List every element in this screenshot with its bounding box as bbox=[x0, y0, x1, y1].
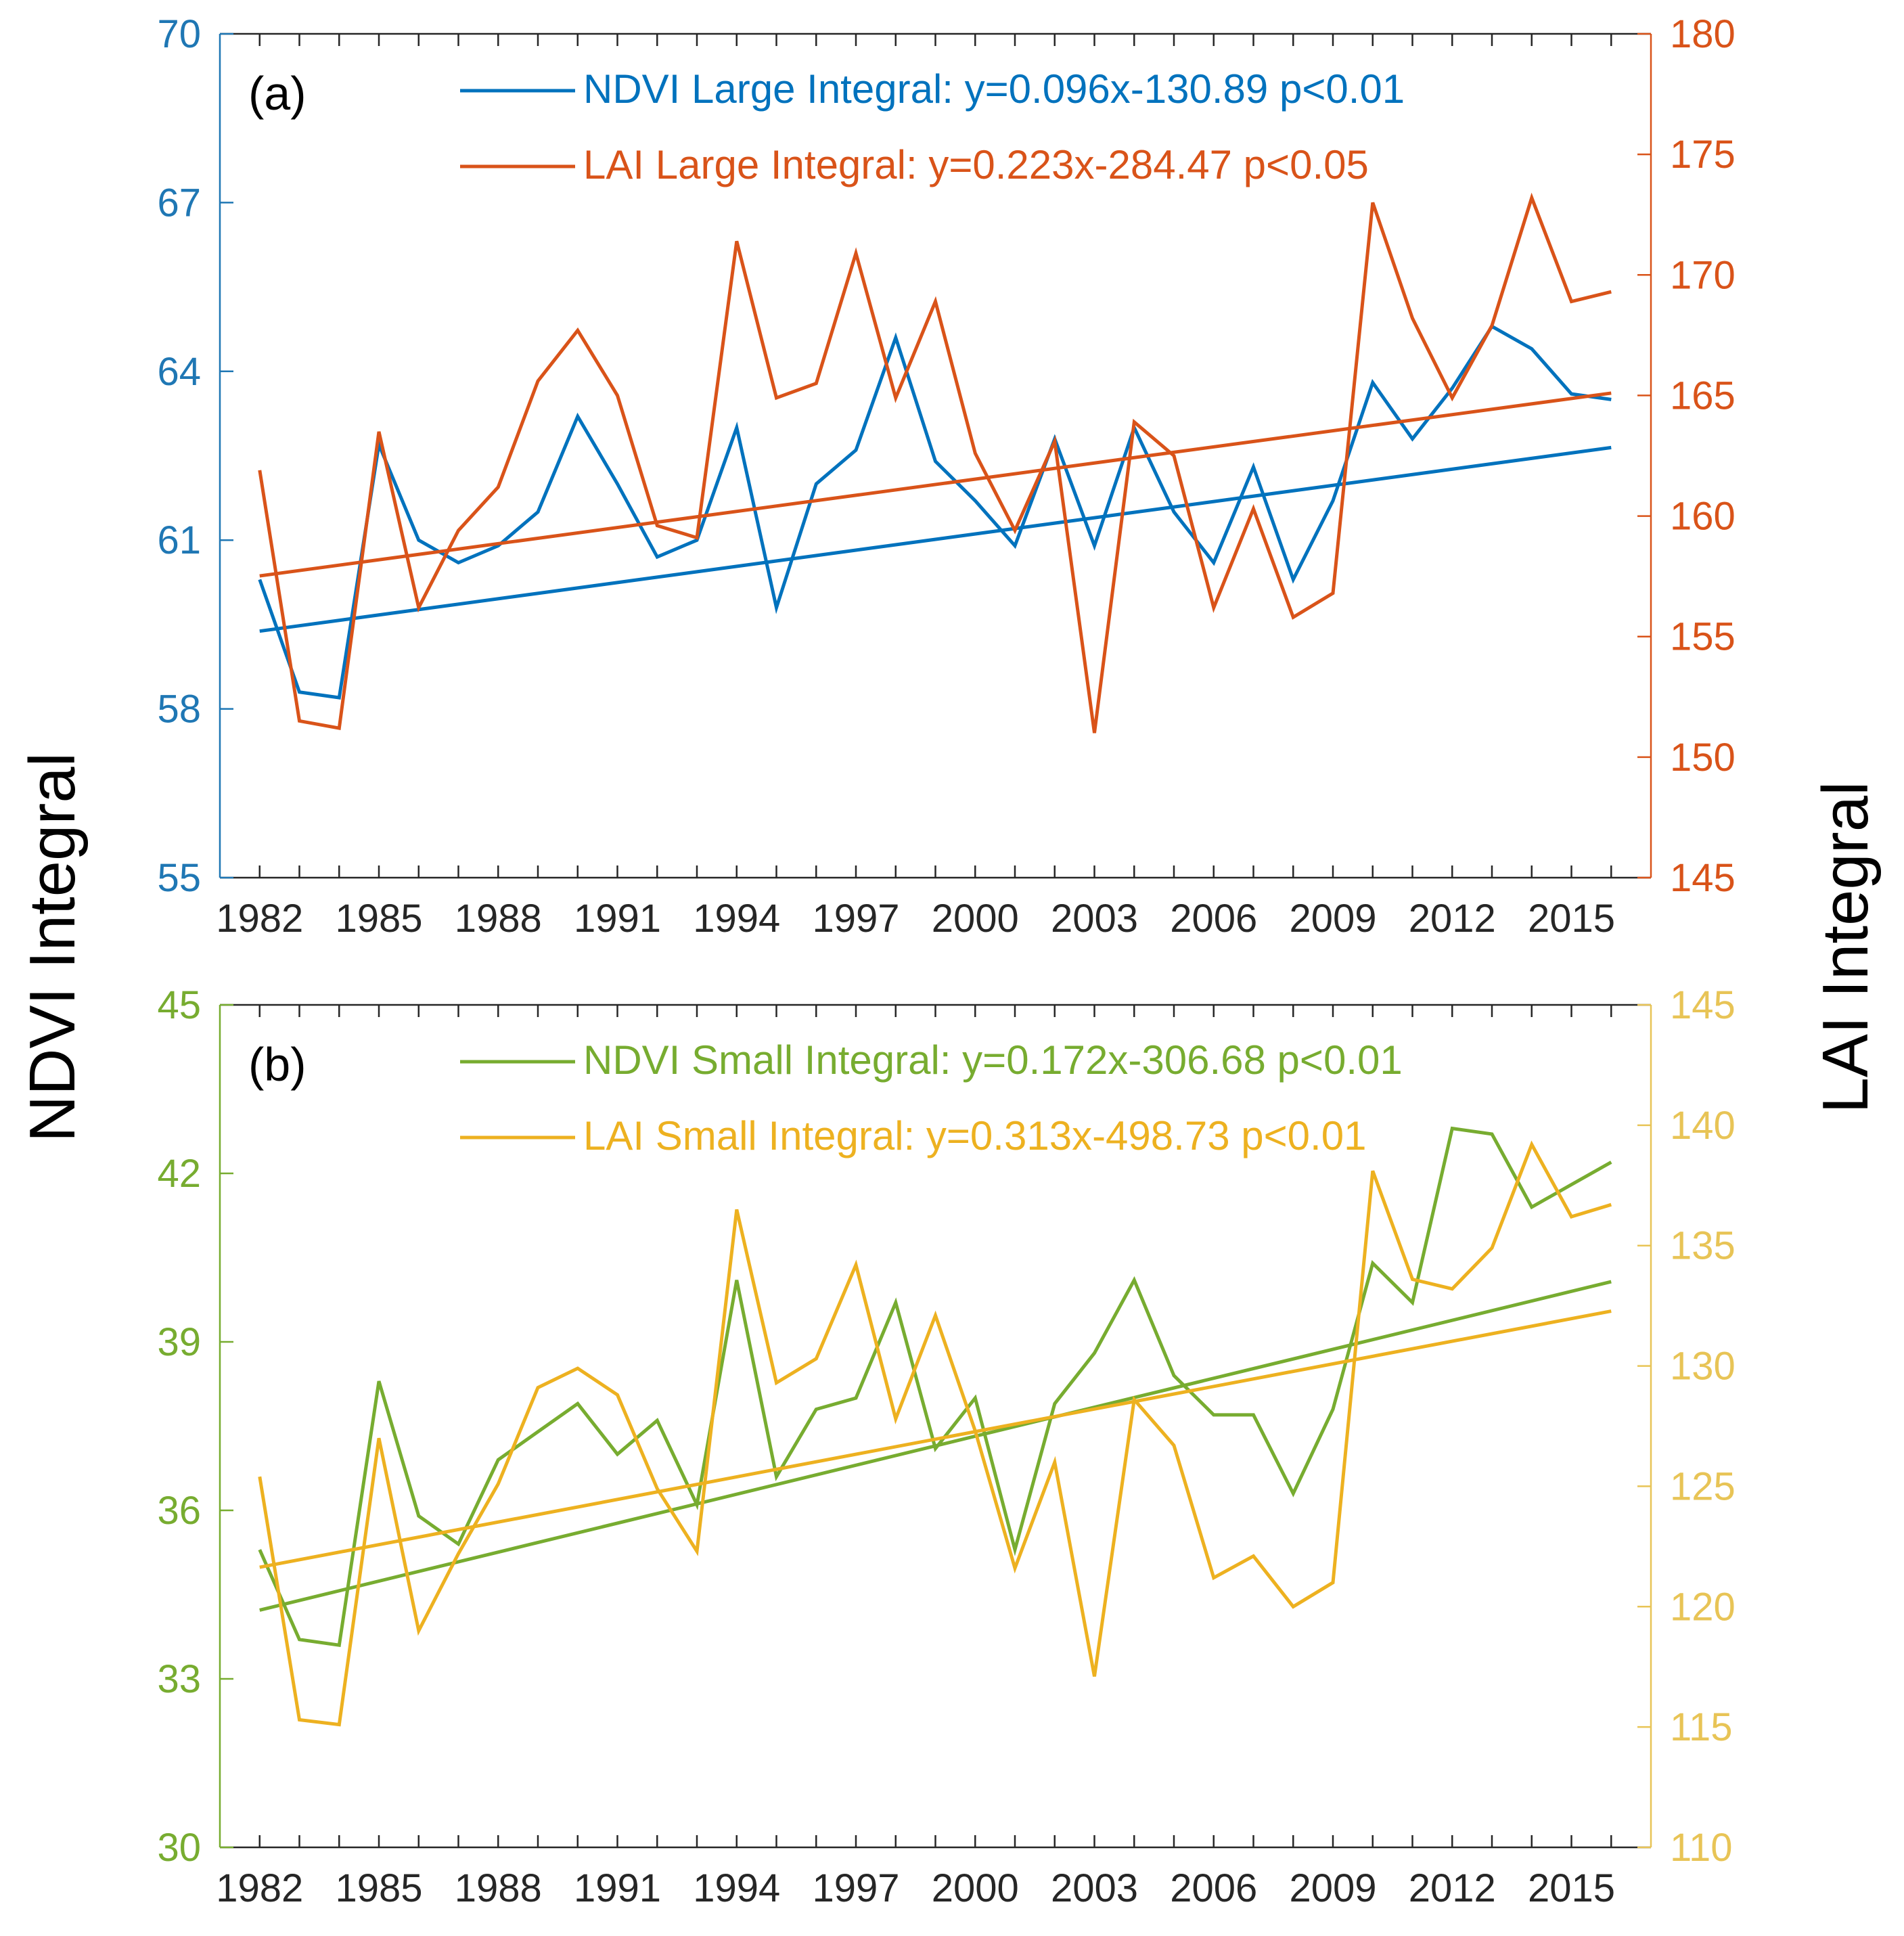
panel-b-series-1-trend-line bbox=[259, 1280, 1612, 1612]
panel-b-right-tick-label: 120 bbox=[1670, 1585, 1736, 1629]
left-axis-label: NDVI Integral bbox=[16, 752, 89, 1142]
panel-a-series-2-line bbox=[258, 192, 1612, 734]
panel-a-series-1-trend-line bbox=[259, 445, 1612, 633]
panel-b-x-tick-label: 2015 bbox=[1528, 1866, 1615, 1910]
panel-a-series-2-trend-line bbox=[259, 391, 1612, 578]
panel-b-left-tick-label: 42 bbox=[157, 1152, 201, 1196]
panel-b-legend-entry-1: NDVI Small Integral: y=0.172x-306.68 p<0… bbox=[583, 1037, 1403, 1083]
panel-a-x-tick-label: 1988 bbox=[455, 897, 542, 941]
panel-b-left-tick-label: 30 bbox=[157, 1826, 201, 1870]
panel-b-x-tick-label: 1985 bbox=[335, 1866, 422, 1910]
panel-a-x-tick-label: 1994 bbox=[693, 897, 780, 941]
panel-b-x-tick-label: 1982 bbox=[216, 1866, 303, 1910]
panel-a-x-tick-label: 2009 bbox=[1289, 897, 1376, 941]
panel-b-x-tick-label: 1988 bbox=[455, 1866, 542, 1910]
panel-b-series-2-trend-line bbox=[259, 1309, 1612, 1569]
panel-b-right-tick-label: 110 bbox=[1670, 1826, 1732, 1870]
panel-b: 1982 1985 1988 1991 1994 1997 2000 2003 2006 2009… bbox=[157, 983, 1735, 1910]
panel-a-right-tick-label: 145 bbox=[1670, 856, 1736, 900]
panel-a-x-tick-label: 2015 bbox=[1528, 897, 1615, 941]
panel-b-left-tick-label: 45 bbox=[157, 983, 201, 1027]
panel-a-left-tick-label: 70 bbox=[157, 12, 201, 56]
panel-a-x-tick-label: 2000 bbox=[932, 897, 1019, 941]
right-axis-label: LAI Integral bbox=[1809, 782, 1882, 1114]
panel-b-legend-entry-2: LAI Small Integral: y=0.313x-498.73 p<0.… bbox=[583, 1113, 1366, 1158]
panel-a-left-tick-label: 67 bbox=[157, 181, 201, 225]
panel-a-right-tick-label: 160 bbox=[1670, 495, 1736, 539]
panel-a-right-tick-label: 165 bbox=[1670, 374, 1736, 418]
panel-b-x-tick-label: 1991 bbox=[574, 1866, 661, 1910]
panel-a-right-tick-label: 175 bbox=[1670, 133, 1736, 177]
panel-b-label: (b) bbox=[248, 1038, 307, 1091]
panel-b-x-tick-label: 2003 bbox=[1051, 1866, 1138, 1910]
panel-a-x-tick-label: 2006 bbox=[1170, 897, 1257, 941]
panel-a-x-tick-label: 2003 bbox=[1051, 897, 1138, 941]
panel-a-label: (a) bbox=[248, 67, 307, 120]
panel-b-right-tick-label: 130 bbox=[1670, 1345, 1736, 1389]
panel-a: 1982 1985 1988 1991 1994 1997 2000 2003 2006 2009… bbox=[157, 12, 1735, 941]
panel-a-x-tick-label: 1991 bbox=[574, 897, 661, 941]
panel-b-right-tick-label: 125 bbox=[1670, 1464, 1736, 1508]
panel-b-series-1-line bbox=[258, 1126, 1612, 1648]
panel-b-left-tick-label: 36 bbox=[157, 1489, 201, 1533]
panel-a-x-tick-label: 1982 bbox=[216, 897, 303, 941]
panel-b-x-tick-label: 1997 bbox=[812, 1866, 899, 1910]
panel-a-left-tick-label: 61 bbox=[157, 518, 201, 562]
panel-a-x-tick-label: 1997 bbox=[812, 897, 899, 941]
panel-b-right-tick-label: 140 bbox=[1670, 1104, 1736, 1148]
panel-b-series-2-line bbox=[258, 1140, 1612, 1727]
panel-a-left-tick-label: 58 bbox=[157, 688, 201, 731]
panel-b-right-tick-label: 145 bbox=[1670, 983, 1736, 1027]
panel-a-left-tick-label: 55 bbox=[157, 856, 201, 900]
panel-b-x-tick-label: 2012 bbox=[1409, 1866, 1496, 1910]
panel-a-right-tick-label: 150 bbox=[1670, 736, 1736, 780]
panel-a-x-tick-label: 2012 bbox=[1409, 897, 1496, 941]
panel-a-right-tick-label: 155 bbox=[1670, 615, 1736, 659]
panel-b-left-tick-label: 33 bbox=[157, 1657, 201, 1701]
panel-b-x-tick-label: 1994 bbox=[693, 1866, 780, 1910]
panel-b-x-tick-label: 2000 bbox=[932, 1866, 1019, 1910]
panel-a-legend-entry-2: LAI Large Integral: y=0.223x-284.47 p<0.… bbox=[583, 142, 1369, 187]
panel-a-right-tick-label: 180 bbox=[1670, 12, 1736, 56]
panel-a-left-tick-label: 64 bbox=[157, 350, 201, 394]
panel-a-x-tick-label: 1985 bbox=[335, 897, 422, 941]
panel-a-legend-entry-1: NDVI Large Integral: y=0.096x-130.89 p<0… bbox=[583, 66, 1405, 112]
panel-b-left-tick-label: 39 bbox=[157, 1320, 201, 1364]
panel-b-right-tick-label: 135 bbox=[1670, 1224, 1736, 1268]
panel-b-x-tick-label: 2006 bbox=[1170, 1866, 1257, 1910]
panel-a-series-1-line bbox=[258, 323, 1612, 700]
panel-b-x-tick-label: 2009 bbox=[1289, 1866, 1376, 1910]
panel-b-right-tick-label: 115 bbox=[1670, 1705, 1732, 1749]
panel-a-right-tick-label: 170 bbox=[1670, 253, 1736, 297]
